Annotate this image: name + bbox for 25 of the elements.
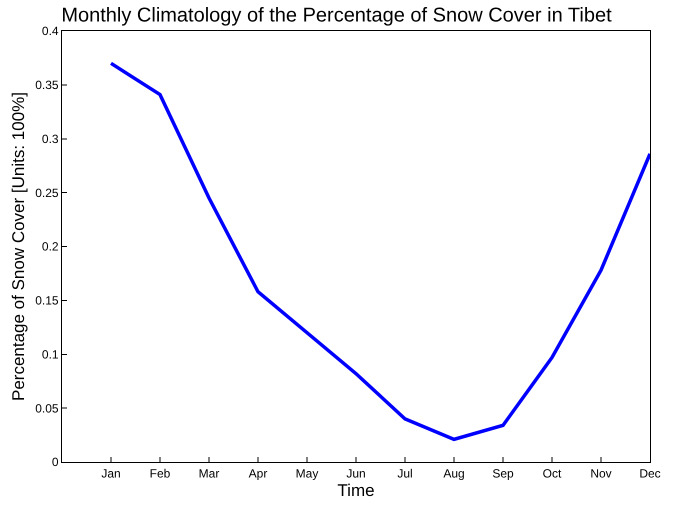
- x-tick-label: Sep: [492, 466, 514, 480]
- x-tick-label: Apr: [248, 466, 268, 480]
- y-tick-label: 0.4: [42, 24, 59, 38]
- y-tick-label: 0.1: [42, 347, 59, 362]
- y-tick-label: 0.25: [35, 186, 59, 200]
- x-tick-label: Mar: [198, 466, 220, 480]
- y-tick-label: 0.15: [35, 294, 59, 308]
- y-tick-label: 0.35: [35, 78, 59, 92]
- x-tick-label: May: [296, 466, 318, 480]
- y-tick-label: 0.05: [35, 401, 59, 416]
- x-tick-label: Dec: [639, 466, 661, 480]
- y-tick-label: 0.2: [42, 240, 59, 254]
- x-axis-title: Time: [337, 480, 375, 500]
- x-tick-label: Oct: [542, 466, 562, 480]
- x-tick-label: Nov: [590, 466, 612, 480]
- y-tick-label: 0.3: [42, 132, 59, 146]
- y-axis-title: Percentage of Snow Cover [Units: 100%]: [8, 92, 28, 401]
- x-tick-label: Jun: [346, 466, 366, 480]
- chart-title: Monthly Climatology of the Percentage of Snow Cover in Tibet: [61, 4, 612, 27]
- x-tick-label: Aug: [443, 466, 465, 480]
- line-series: [109, 62, 650, 442]
- x-tick-label: Jul: [397, 466, 413, 480]
- y-tick-label: 0: [52, 455, 59, 470]
- x-tick-label: Jan: [101, 466, 121, 480]
- x-tick-label: Feb: [150, 466, 171, 480]
